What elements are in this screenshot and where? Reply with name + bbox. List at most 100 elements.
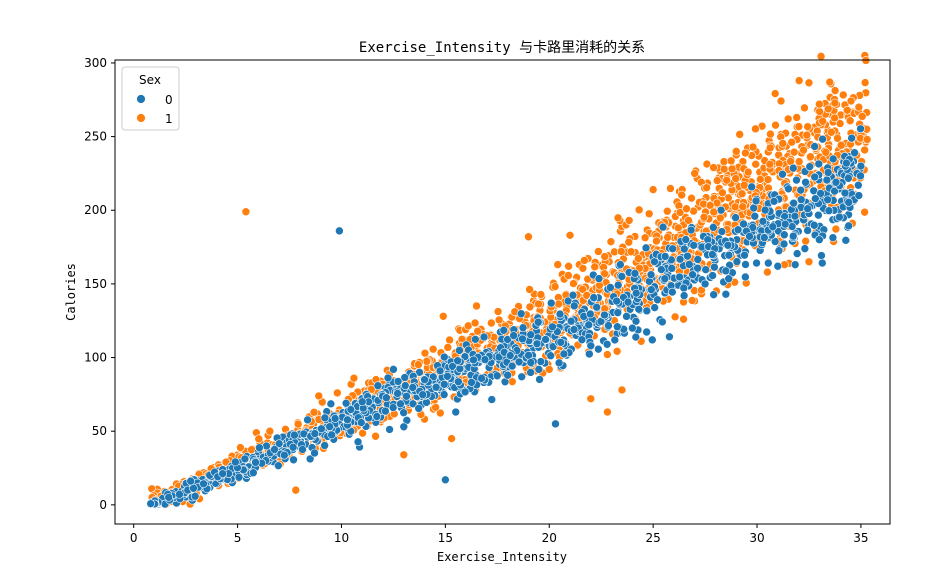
data-point-series-0 (805, 162, 815, 171)
data-point-series-0 (335, 226, 344, 236)
data-point-series-0 (788, 231, 798, 241)
data-point-series-0 (723, 241, 733, 250)
data-point-series-0 (660, 274, 670, 284)
data-point-series-1 (580, 256, 589, 265)
data-point-series-1 (716, 213, 725, 223)
data-point-series-0 (373, 381, 383, 391)
data-point-series-0 (420, 375, 429, 384)
data-point-series-0 (357, 397, 367, 407)
data-point-series-0 (773, 261, 783, 271)
data-point-series-0 (823, 195, 832, 205)
data-point-series-0 (847, 133, 856, 143)
data-point-series-1 (265, 426, 275, 436)
data-point-series-0 (594, 274, 604, 283)
data-point-series-0 (554, 358, 564, 368)
data-point-series-0 (724, 274, 734, 284)
data-point-series-0 (443, 372, 452, 381)
data-point-series-0 (831, 177, 841, 187)
data-point-series-1 (765, 159, 775, 169)
data-point-series-1 (857, 112, 867, 121)
data-point-series-0 (532, 339, 542, 349)
data-point-series-0 (717, 227, 727, 236)
data-point-series-1 (783, 114, 793, 124)
data-point-series-0 (467, 378, 476, 387)
data-point-series-0 (186, 476, 195, 486)
data-point-series-0 (856, 124, 865, 134)
data-point-series-1 (414, 360, 423, 369)
data-point-series-1 (751, 124, 760, 134)
data-point-series-1 (679, 314, 688, 324)
data-point-series-1 (600, 269, 609, 278)
data-point-series-0 (668, 244, 677, 254)
data-point-series-0 (585, 349, 594, 359)
data-point-series-1 (525, 285, 534, 294)
data-point-series-0 (716, 205, 726, 215)
data-point-series-1 (550, 282, 560, 291)
data-point-series-1 (624, 216, 634, 225)
x-tick-label: 20 (542, 531, 557, 545)
data-point-series-1 (831, 224, 841, 234)
data-point-series-0 (303, 415, 312, 425)
data-point-series-0 (517, 372, 527, 382)
data-point-series-1 (756, 175, 765, 184)
data-point-series-0 (569, 301, 579, 311)
data-point-series-1 (349, 373, 359, 383)
data-point-series-1 (799, 145, 808, 155)
data-point-series-0 (526, 330, 536, 340)
data-point-series-0 (487, 395, 497, 404)
data-point-series-0 (584, 320, 594, 330)
data-point-series-0 (526, 368, 535, 377)
data-point-series-0 (415, 368, 424, 377)
legend-title: Sex (139, 73, 161, 87)
data-point-series-1 (613, 213, 623, 223)
data-point-series-0 (750, 211, 760, 221)
data-point-series-0 (518, 334, 527, 344)
data-point-series-1 (862, 135, 872, 144)
data-point-series-1 (830, 113, 839, 123)
data-point-series-0 (708, 271, 717, 280)
data-point-series-0 (613, 280, 623, 290)
data-point-series-1 (309, 407, 319, 417)
data-point-series-1 (765, 143, 775, 153)
data-point-series-1 (673, 223, 683, 233)
data-point-series-0 (733, 225, 743, 235)
data-point-series-0 (740, 250, 749, 260)
data-point-series-1 (833, 133, 842, 143)
data-point-series-0 (385, 425, 394, 434)
data-point-series-0 (305, 454, 315, 464)
data-point-series-0 (469, 355, 478, 365)
data-point-series-0 (810, 172, 820, 182)
data-point-series-0 (803, 226, 812, 235)
data-point-series-0 (546, 298, 556, 308)
data-point-series-0 (146, 499, 155, 508)
data-point-series-0 (383, 373, 393, 383)
data-point-series-1 (739, 180, 749, 190)
data-point-series-0 (592, 302, 601, 312)
data-point-series-1 (438, 311, 448, 321)
data-point-series-1 (314, 391, 324, 401)
data-point-series-0 (745, 232, 754, 241)
data-point-series-1 (800, 103, 809, 113)
data-point-series-0 (535, 375, 544, 384)
data-point-series-1 (564, 271, 573, 280)
data-point-series-1 (293, 419, 303, 429)
data-point-series-0 (526, 358, 536, 367)
data-point-series-0 (731, 213, 740, 222)
data-point-series-0 (631, 288, 641, 298)
data-point-series-1 (644, 209, 654, 219)
data-point-series-1 (617, 385, 627, 395)
data-point-series-0 (751, 196, 761, 206)
data-point-series-0 (790, 211, 800, 221)
data-point-series-0 (788, 163, 798, 173)
data-point-series-0 (270, 445, 279, 454)
data-point-series-0 (681, 235, 691, 244)
data-point-series-0 (769, 197, 779, 206)
data-point-series-1 (606, 237, 616, 246)
data-point-series-0 (480, 355, 490, 364)
data-point-series-0 (679, 283, 689, 293)
data-point-series-1 (731, 174, 740, 183)
data-point-series-0 (503, 370, 512, 380)
x-tick-label: 5 (234, 531, 242, 545)
data-point-series-1 (371, 431, 380, 441)
data-point-series-0 (382, 393, 391, 403)
